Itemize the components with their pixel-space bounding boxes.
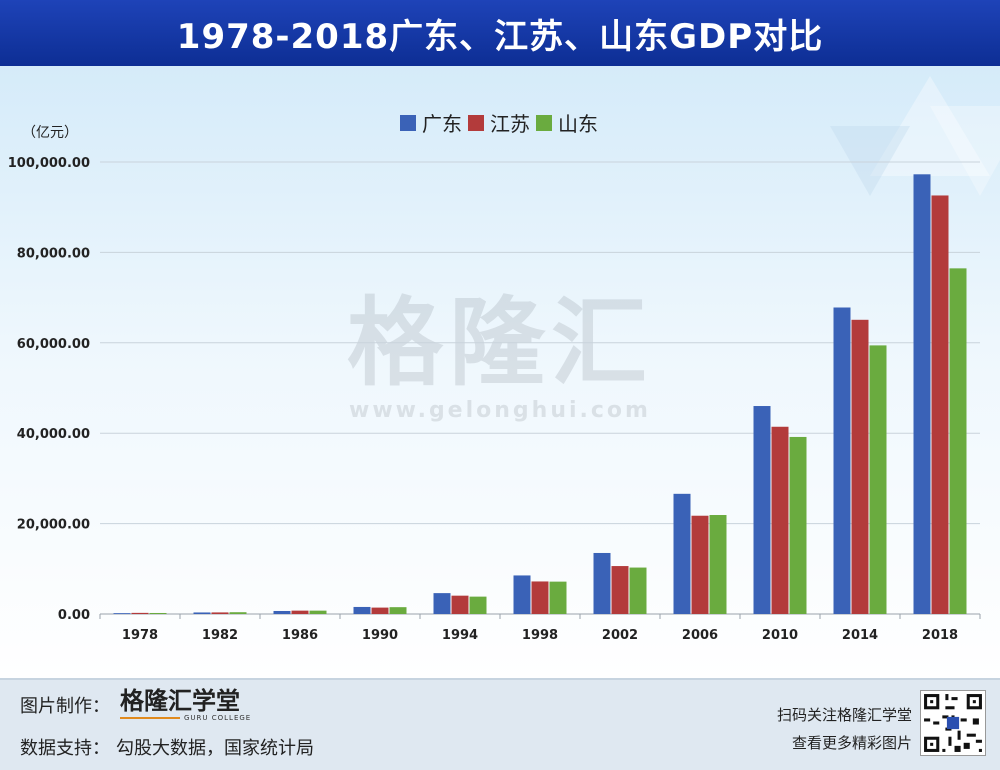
y-axis-unit: （亿元）: [22, 125, 78, 141]
bar-jiangsu: [611, 566, 629, 614]
source-value: 勾股大数据，国家统计局: [116, 738, 314, 759]
x-tick-label: 2018: [922, 628, 958, 643]
bar-shandong: [469, 596, 487, 614]
bar-shandong: [149, 612, 167, 614]
bar-guangdong: [513, 575, 531, 614]
bar-guangdong: [433, 593, 451, 614]
credit-row: 图片制作： 格隆汇学堂 GURU COLLEGE: [20, 688, 251, 722]
bar-shandong: [949, 268, 967, 614]
source-row: 数据支持： 勾股大数据，国家统计局: [20, 734, 314, 760]
bar-jiangsu: [931, 195, 949, 615]
bar-shandong: [789, 436, 807, 614]
bar-guangdong: [193, 612, 211, 614]
y-tick-label: 80,000.00: [17, 246, 90, 261]
chart-area: 格隆汇 www.gelonghui.com （亿元） 广东 江苏 山东 0.00…: [0, 66, 1000, 678]
chart-legend: 广东 江苏 山东: [400, 108, 598, 137]
bar-guangdong: [913, 174, 931, 614]
x-tick-label: 1982: [202, 628, 238, 643]
bar-jiangsu: [371, 607, 389, 614]
bar-jiangsu: [771, 426, 789, 614]
x-tick-label: 2010: [762, 628, 798, 643]
bar-jiangsu: [851, 319, 869, 614]
bar-shandong: [389, 607, 407, 614]
bar-guangdong: [113, 613, 131, 614]
x-tick-label: 2014: [842, 628, 878, 643]
bar-shandong: [309, 610, 327, 614]
logo-line: [120, 717, 180, 719]
y-tick-label: 100,000.00: [8, 156, 90, 171]
y-tick-label: 0.00: [58, 608, 90, 623]
bar-shandong: [869, 345, 887, 614]
legend-label-guangdong: 广东: [422, 112, 462, 136]
legend-swatch-shandong: [536, 114, 552, 131]
decor-triangle: [930, 106, 1000, 196]
legend-label-jiangsu: 江苏: [490, 112, 530, 136]
brand-logo: 格隆汇学堂 GURU COLLEGE: [120, 688, 251, 722]
bar-jiangsu: [291, 610, 309, 614]
legend-swatch-guangdong: [400, 114, 416, 131]
bar-jiangsu: [691, 515, 709, 614]
bar-guangdong: [593, 552, 611, 614]
source-label: 数据支持：: [20, 738, 110, 759]
qr-caption-2: 查看更多精彩图片: [791, 734, 912, 752]
qr-caption-1: 扫码关注格隆汇学堂: [776, 706, 912, 724]
x-tick-label: 1994: [442, 628, 478, 643]
legend-item-jiangsu: 江苏: [468, 108, 530, 137]
decor-triangle: [830, 126, 910, 196]
x-tick-label: 1998: [522, 628, 558, 643]
made-by-label: 图片制作：: [20, 696, 110, 717]
bar-guangdong: [673, 493, 691, 614]
y-tick-label: 20,000.00: [17, 518, 90, 533]
legend-item-guangdong: 广东: [400, 108, 462, 137]
qr-code-icon[interactable]: [920, 690, 986, 756]
bar-guangdong: [833, 307, 851, 614]
x-tick-label: 2002: [602, 628, 638, 643]
bar-jiangsu: [211, 612, 229, 614]
logo-bar: GURU COLLEGE: [120, 714, 251, 722]
bar-guangdong: [353, 606, 371, 614]
legend-label-shandong: 山东: [558, 112, 598, 136]
bar-jiangsu: [531, 581, 549, 614]
bar-jiangsu: [451, 595, 469, 614]
bar-chart: 0.00 20,000.00 40,000.00 60,000.00 80,000.00…: [8, 156, 981, 643]
logo-text: 格隆汇学堂: [120, 687, 240, 715]
x-tick-label: 1978: [122, 628, 158, 643]
decor-triangle: [870, 76, 990, 176]
page-title: 1978-2018广东、江苏、山东GDP对比: [0, 0, 1000, 66]
bar-shandong: [229, 612, 247, 614]
bar-guangdong: [273, 610, 291, 614]
bar-guangdong: [753, 406, 771, 614]
bar-shandong: [549, 581, 567, 614]
legend-item-shandong: 山东: [536, 108, 598, 137]
bar-jiangsu: [131, 612, 149, 614]
legend-swatch-jiangsu: [468, 114, 484, 131]
logo-subtitle: GURU COLLEGE: [184, 714, 252, 722]
x-tick-label: 1986: [282, 628, 318, 643]
x-tick-label: 1990: [362, 628, 398, 643]
bar-shandong: [709, 515, 727, 614]
y-tick-label: 40,000.00: [17, 427, 90, 442]
footer: 图片制作： 格隆汇学堂 GURU COLLEGE 数据支持： 勾股大数据，国家统…: [0, 678, 1000, 770]
x-tick-label: 2006: [682, 628, 718, 643]
y-tick-label: 60,000.00: [17, 337, 90, 352]
bar-shandong: [629, 567, 647, 614]
